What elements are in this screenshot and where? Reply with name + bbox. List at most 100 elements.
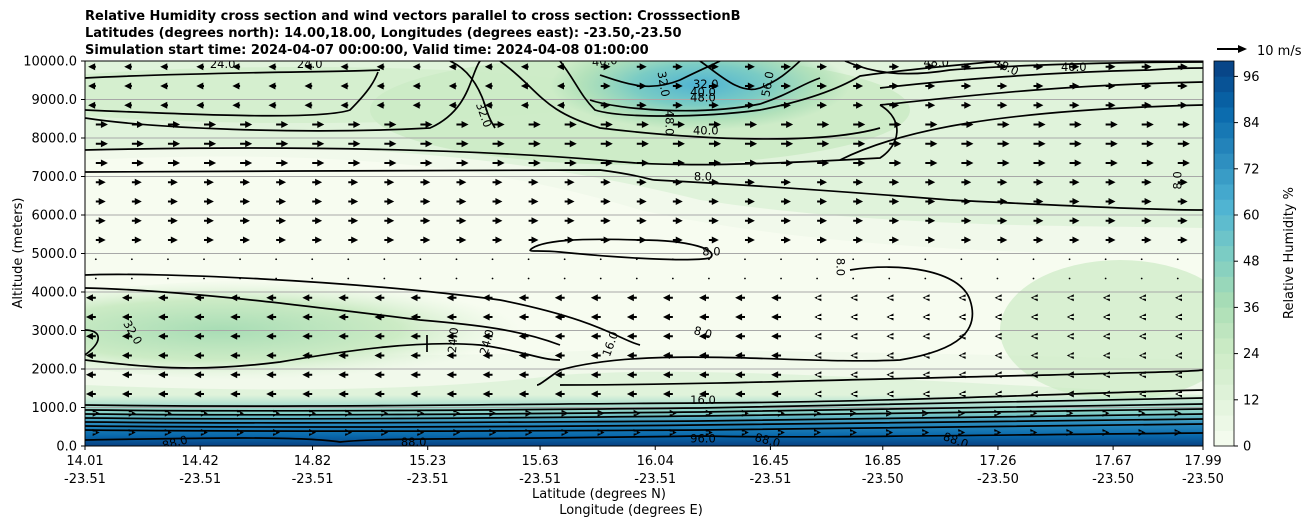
- wind-vector: [852, 277, 855, 280]
- wind-vector: [1140, 277, 1143, 280]
- wind-vector: [735, 313, 745, 321]
- wind-vector: [376, 82, 385, 90]
- contour-label: 24.0: [477, 328, 497, 356]
- wind-vector: [419, 277, 422, 280]
- wind-vector: [384, 178, 395, 186]
- wind-vector: [374, 352, 385, 360]
- wind-vector: [958, 352, 966, 360]
- wind-vector: [266, 294, 277, 302]
- wind-vector: [1177, 82, 1188, 90]
- wind-vector: [925, 101, 936, 109]
- plot-area: 24.0 24.0 40.032.0 32.040.048.0 56.048.0 48.0…: [85, 61, 1203, 450]
- x-axis-label-longitude: Longitude (degrees E): [559, 503, 703, 518]
- wind-vector: [420, 178, 431, 186]
- colorbar-band: [1214, 307, 1234, 324]
- wind-vector: [961, 140, 974, 148]
- wind-vector: [960, 258, 963, 261]
- contour-labels: 24.0 24.0 40.032.0 32.040.048.0 56.048.0 48.0…: [120, 61, 1184, 450]
- wind-vector: [528, 159, 541, 167]
- contour-label: 88.0: [753, 430, 781, 450]
- wind-vector: [817, 198, 828, 206]
- colorbar-band: [1214, 91, 1234, 108]
- wind-vector: [1141, 63, 1152, 71]
- wind-vector: [239, 277, 241, 280]
- wind-vector: [482, 294, 493, 302]
- wind-vector: [925, 178, 936, 186]
- contour-line: [85, 287, 561, 346]
- wind-vector: [528, 140, 541, 148]
- wind-vector: [994, 371, 1002, 379]
- wind-vector: [925, 121, 938, 129]
- wind-vector: [1030, 332, 1038, 340]
- wind-vector: [1175, 313, 1183, 321]
- wind-vector: [600, 198, 611, 206]
- wind-vector: [554, 313, 565, 321]
- wind-vector: [196, 101, 205, 109]
- x-axis-label-latitude: Latitude (degrees N): [532, 487, 666, 502]
- wind-vector: [489, 409, 497, 417]
- wind-vector: [410, 371, 421, 379]
- colorbar-band: [1214, 245, 1234, 262]
- wind-vector: [554, 294, 565, 302]
- wind-vector: [1175, 371, 1183, 379]
- wind-vector: [302, 371, 313, 379]
- wind-vector: [420, 236, 431, 244]
- colorbar-band: [1214, 399, 1234, 416]
- wind-vector: [922, 332, 930, 340]
- wind-vector: [276, 140, 289, 148]
- y-tick-label: 8000.0: [32, 132, 78, 147]
- wind-vector: [85, 332, 96, 340]
- wind-vector: [200, 429, 208, 437]
- wind-vector: [853, 101, 864, 109]
- wind-vector: [997, 159, 1010, 167]
- wind-vector: [448, 101, 457, 109]
- wind-vector: [1138, 429, 1146, 437]
- y-tick-label: 1000.0: [32, 401, 78, 416]
- wind-vector: [484, 63, 493, 71]
- wind-vector: [204, 198, 214, 206]
- wind-vector: [1138, 332, 1146, 340]
- wind-vector: [348, 121, 361, 129]
- wind-vector: [1138, 390, 1146, 398]
- wind-vector: [600, 63, 611, 71]
- wind-vector: [1141, 178, 1152, 186]
- wind-vector: [1030, 313, 1038, 321]
- contour-line: [654, 179, 1203, 211]
- wind-vector: [626, 313, 637, 321]
- x-tick-label-longitude: -23.50: [977, 472, 1019, 487]
- contour-line: [85, 61, 481, 132]
- wind-vector: [708, 217, 719, 225]
- wind-vector: [95, 159, 108, 167]
- wind-vector: [662, 390, 673, 398]
- wind-vector: [561, 409, 569, 417]
- wind-vector: [240, 178, 250, 186]
- contour-line: [559, 61, 1001, 117]
- wind-vector: [121, 294, 132, 302]
- wind-vector: [340, 63, 349, 71]
- wind-vector: [88, 82, 96, 90]
- wind-vector: [781, 236, 791, 244]
- wind-vector: [781, 121, 794, 129]
- colorbar-band: [1214, 322, 1234, 339]
- x-tick-label-latitude: 16.85: [864, 454, 901, 469]
- wind-vector: [345, 409, 353, 417]
- wind-vector: [240, 140, 253, 148]
- y-tick-label: 9000.0: [32, 93, 78, 108]
- wind-vector: [167, 140, 181, 148]
- wind-vector: [997, 236, 1008, 244]
- wind-vector: [528, 178, 539, 186]
- wind-vector: [817, 217, 828, 225]
- wind-vector: [204, 178, 214, 186]
- wind-vector: [925, 63, 936, 71]
- wind-vector: [814, 313, 822, 321]
- wind-vector: [1175, 390, 1183, 398]
- wind-vector: [735, 371, 745, 379]
- chart-title: Relative Humidity cross section and wind…: [85, 8, 741, 59]
- wind-vector: [348, 140, 361, 148]
- wind-vector: [708, 121, 722, 129]
- x-tick-label-longitude: -23.50: [862, 472, 904, 487]
- wind-vector: [374, 313, 385, 321]
- wind-vector: [886, 294, 894, 302]
- wind-vector: [781, 217, 791, 225]
- wind-vector: [309, 409, 317, 417]
